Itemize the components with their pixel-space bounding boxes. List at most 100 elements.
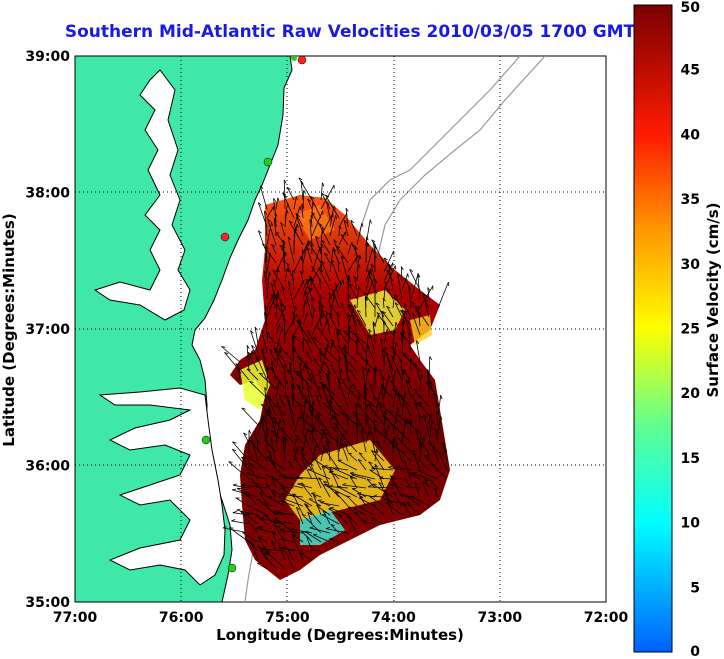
velocity-vector-head bbox=[321, 385, 326, 389]
velocity-vector bbox=[321, 192, 331, 210]
velocity-vector-head bbox=[268, 409, 272, 413]
velocity-vector-head bbox=[398, 414, 403, 417]
velocity-vector bbox=[347, 506, 358, 516]
velocity-vector bbox=[302, 413, 308, 435]
velocity-vector bbox=[299, 416, 322, 435]
velocity-vector bbox=[306, 247, 313, 264]
velocity-vector-head bbox=[415, 428, 419, 432]
velocity-vector-head bbox=[301, 203, 305, 208]
velocity-vector bbox=[275, 418, 281, 444]
velocity-vector-head bbox=[394, 369, 397, 374]
velocity-vector bbox=[374, 464, 385, 489]
velocity-vector-head bbox=[279, 499, 285, 502]
velocity-vector bbox=[335, 283, 340, 300]
velocity-vector-head bbox=[244, 513, 249, 515]
velocity-vector bbox=[373, 397, 394, 417]
velocity-vector-head bbox=[354, 511, 359, 514]
velocity-vector bbox=[351, 474, 367, 480]
velocity-vector-head bbox=[299, 362, 303, 366]
velocity-vector bbox=[272, 511, 286, 516]
velocity-vector bbox=[338, 380, 349, 408]
velocity-vector-head bbox=[281, 286, 285, 290]
velocity-vector bbox=[366, 344, 376, 363]
velocity-vector-head bbox=[319, 294, 323, 299]
velocity-vector bbox=[277, 393, 286, 408]
velocity-vector-head bbox=[315, 394, 320, 398]
colorbar-tick-label: 0 bbox=[690, 644, 700, 659]
velocity-vector-head bbox=[261, 403, 265, 407]
velocity-vector bbox=[320, 353, 331, 363]
velocity-vector bbox=[401, 320, 405, 336]
velocity-vector bbox=[392, 369, 396, 390]
velocity-vector bbox=[224, 352, 241, 372]
velocity-vector-head bbox=[261, 418, 265, 423]
velocity-vector bbox=[311, 314, 323, 336]
velocity-vector bbox=[362, 366, 367, 390]
velocity-vector-head bbox=[329, 507, 334, 509]
velocity-vector-head bbox=[372, 248, 374, 253]
velocity-vector-head bbox=[381, 383, 385, 388]
velocity-vector bbox=[292, 335, 304, 345]
velocity-vector-head bbox=[320, 309, 325, 312]
velocity-vector bbox=[311, 401, 314, 426]
velocity-vector bbox=[329, 343, 333, 354]
velocity-vector-head bbox=[314, 456, 319, 460]
velocity-vector bbox=[416, 340, 421, 363]
velocity-vector bbox=[313, 494, 322, 516]
velocity-vector bbox=[410, 420, 412, 435]
velocity-vector-head bbox=[323, 480, 328, 483]
velocity-vector bbox=[338, 280, 344, 291]
velocity-vector-head bbox=[304, 503, 309, 506]
velocity-vector-head bbox=[307, 241, 310, 247]
velocity-vector-head bbox=[271, 540, 275, 544]
velocity-vector-head bbox=[333, 294, 336, 299]
velocity-vector-head bbox=[264, 387, 268, 391]
velocity-vector bbox=[409, 269, 421, 291]
velocity-vector-head bbox=[257, 498, 262, 501]
velocity-vector-head bbox=[328, 371, 332, 375]
velocity-vector bbox=[310, 196, 322, 219]
velocity-vector bbox=[352, 507, 367, 516]
velocity-vector bbox=[424, 298, 430, 309]
velocity-vector-head bbox=[429, 381, 434, 385]
velocity-vector bbox=[316, 505, 331, 516]
velocity-vector-head bbox=[422, 292, 426, 297]
velocity-vector-head bbox=[275, 303, 280, 307]
y-tick-label: 37:00 bbox=[25, 322, 70, 338]
velocity-vector bbox=[308, 378, 322, 390]
velocity-vector-head bbox=[423, 414, 427, 419]
y-tick-label: 39:00 bbox=[25, 49, 70, 65]
velocity-vector-head bbox=[353, 411, 358, 414]
velocity-vector-head bbox=[418, 401, 423, 404]
velocity-vector bbox=[330, 258, 340, 282]
velocity-vector-head bbox=[328, 312, 333, 316]
velocity-vector-head bbox=[365, 418, 370, 422]
velocity-vector-head bbox=[263, 514, 268, 517]
velocity-vector bbox=[221, 346, 241, 363]
velocity-vector bbox=[287, 398, 295, 426]
velocity-vector-head bbox=[251, 344, 255, 349]
velocity-vector bbox=[282, 436, 286, 462]
velocity-vector-head bbox=[353, 275, 357, 280]
velocity-vector bbox=[329, 280, 341, 300]
velocity-vector-head bbox=[375, 368, 378, 373]
velocity-vector bbox=[417, 306, 421, 327]
velocity-vector bbox=[337, 260, 340, 273]
velocity-vector-head bbox=[404, 391, 407, 396]
velocity-vector bbox=[401, 419, 407, 444]
velocity-vector-head bbox=[265, 306, 269, 311]
station-marker bbox=[201, 435, 211, 445]
velocity-vector-head bbox=[431, 420, 434, 425]
velocity-vector-head bbox=[347, 506, 352, 508]
velocity-vector bbox=[255, 514, 268, 525]
velocity-vector-head bbox=[336, 437, 340, 441]
velocity-vector-head bbox=[361, 222, 364, 227]
velocity-vector-head bbox=[315, 414, 320, 418]
velocity-low-patch bbox=[285, 440, 395, 520]
velocity-vector-head bbox=[374, 253, 377, 258]
velocity-vector bbox=[292, 455, 304, 471]
velocity-vector-head bbox=[303, 433, 308, 437]
velocity-vector bbox=[410, 495, 430, 507]
velocity-vector bbox=[270, 437, 277, 462]
velocity-vector bbox=[363, 292, 376, 309]
